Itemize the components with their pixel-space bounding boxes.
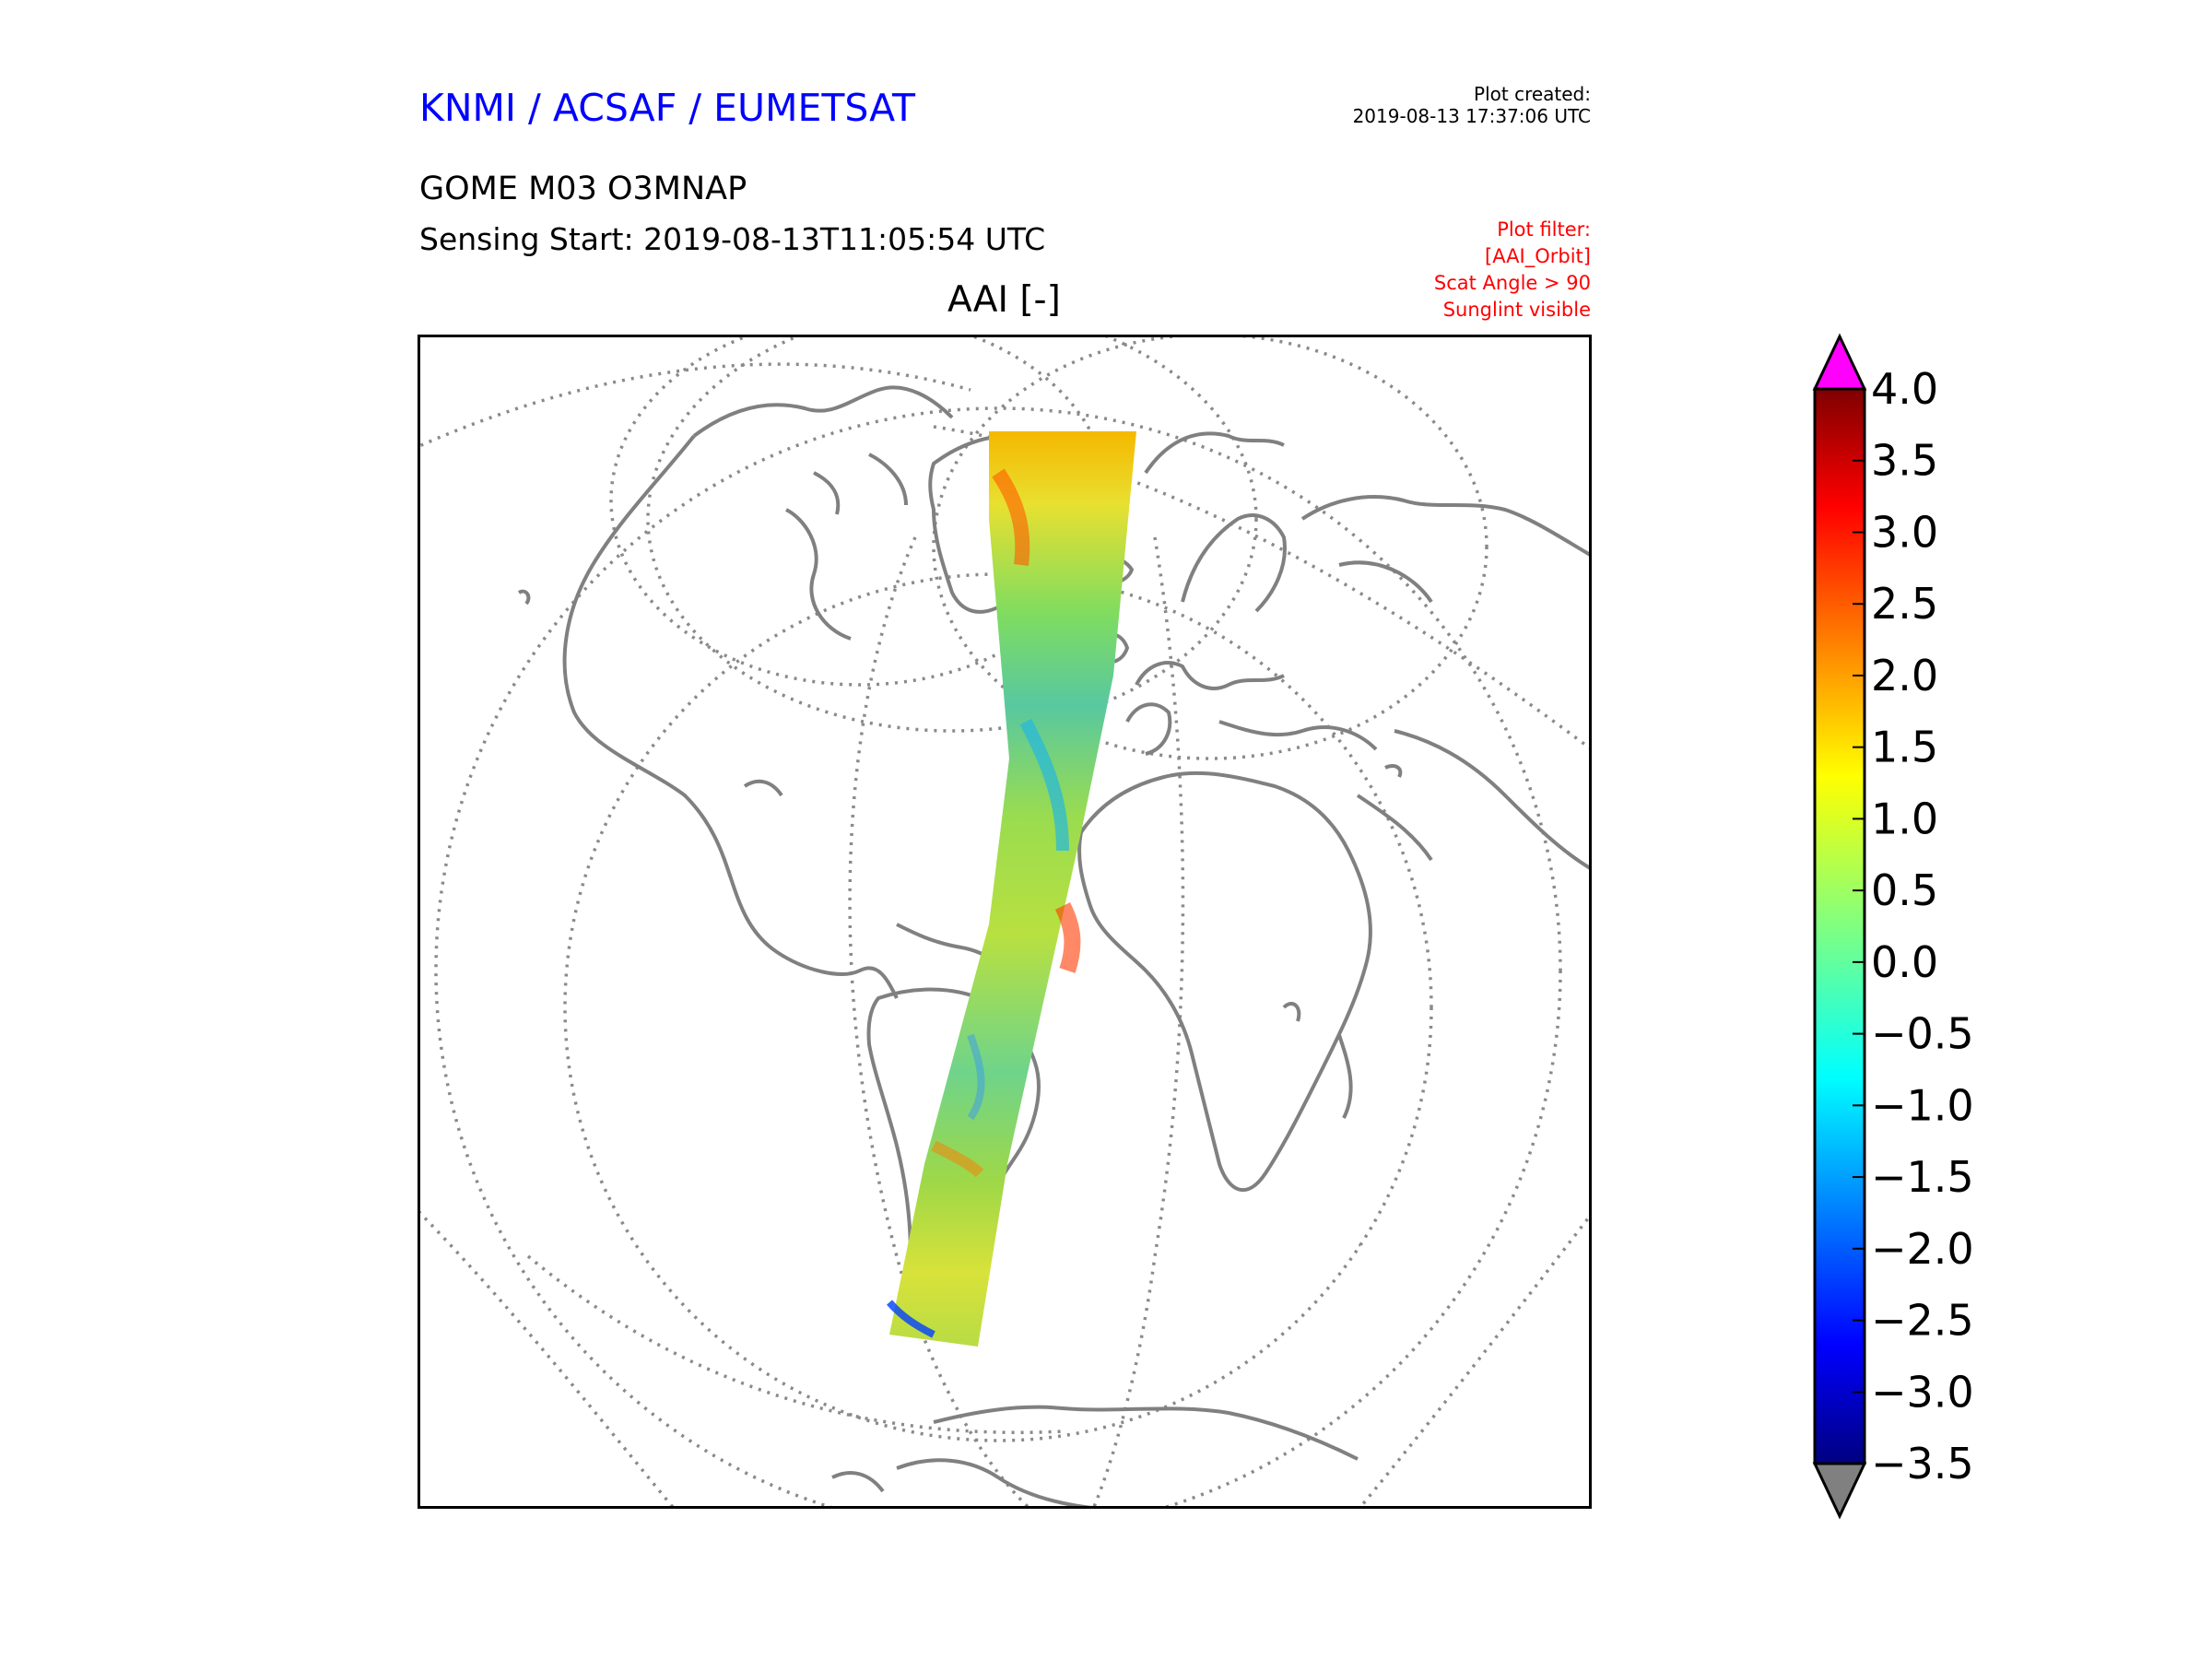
colorbar-tick-label: 0.5 <box>1871 865 1938 915</box>
colorbar-tick-label: −3.0 <box>1871 1367 1974 1417</box>
colorbar-tick-label: 0.0 <box>1871 937 1938 987</box>
colorbar-tick-label: 3.0 <box>1871 507 1938 557</box>
plot-filter-line: Sunglint visible <box>1442 299 1591 321</box>
plot-created: Plot created: 2019-08-13 17:37:06 UTC <box>1353 83 1591 127</box>
product-title: GOME M03 O3MNAP <box>419 171 747 207</box>
colorbar-tick-label: −2.0 <box>1871 1224 1974 1274</box>
plot-filter: Plot filter: [AAI_Orbit] Scat Angle > 90… <box>1434 217 1591 324</box>
colorbar-tick-label: 4.0 <box>1871 364 1938 414</box>
plot-filter-line: [AAI_Orbit] <box>1485 245 1591 267</box>
map-frame <box>418 335 1592 1509</box>
colorbar-over-arrow <box>1812 333 1867 391</box>
plot-filter-line: Scat Angle > 90 <box>1433 272 1591 294</box>
colorbar-gradient <box>1813 387 1866 1465</box>
aai-swath <box>886 431 1136 1347</box>
graticule <box>418 335 1592 1509</box>
colorbar-under-arrow <box>1812 1462 1867 1520</box>
colorbar-tick-label: 2.5 <box>1871 579 1938 629</box>
map-panel <box>418 335 1592 1509</box>
colorbar-tick-label: −1.5 <box>1871 1152 1974 1202</box>
colorbar-tick-label: −0.5 <box>1871 1009 1974 1059</box>
brand-title: KNMI / ACSAF / EUMETSAT <box>419 86 916 130</box>
colorbar-tick-label: −3.5 <box>1871 1439 1974 1488</box>
colorbar-tick-label: 1.5 <box>1871 723 1938 772</box>
colorbar-tick-label: 1.0 <box>1871 794 1938 843</box>
plot-created-label: Plot created: <box>1474 83 1591 105</box>
colorbar-tick-label: 3.5 <box>1871 436 1938 486</box>
map-content <box>418 335 1592 1509</box>
colorbar-tick-label: −2.5 <box>1871 1296 1974 1346</box>
map-title: AAI [-] <box>947 279 1061 321</box>
colorbar-ticks: 4.0 3.5 3.0 2.5 2.0 1.5 1.0 0.5 0.0 −0.5 −1.0 −1.5 −… <box>1853 364 1974 1488</box>
colorbar-tick-label: −1.0 <box>1871 1080 1974 1130</box>
plot-filter-line: Plot filter: <box>1497 218 1591 241</box>
sensing-start: Sensing Start: 2019-08-13T11:05:54 UTC <box>419 221 1046 257</box>
plot-created-time: 2019-08-13 17:37:06 UTC <box>1352 105 1591 127</box>
colorbar-tick-label: 2.0 <box>1871 651 1938 700</box>
colorbar: 4.0 3.5 3.0 2.5 2.0 1.5 1.0 0.5 0.0 −0.5 −1.0 −1.5 −… <box>1812 333 1974 1520</box>
